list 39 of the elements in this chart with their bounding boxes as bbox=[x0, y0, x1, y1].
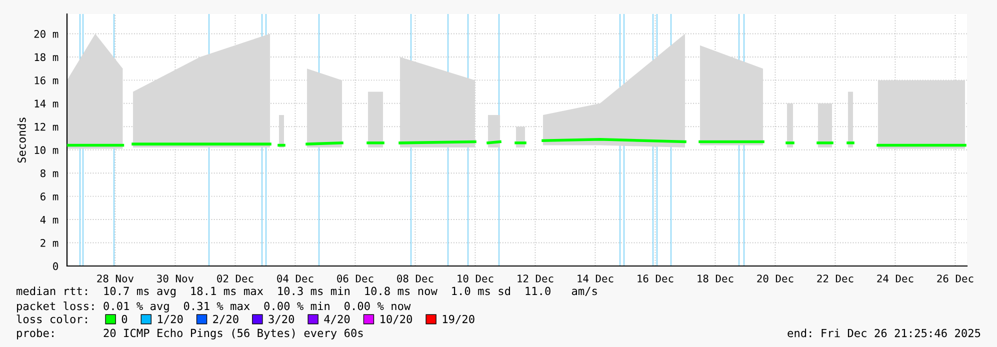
y-tick-label: 6 m bbox=[40, 192, 58, 200]
x-tick-label: 26 Dec bbox=[937, 274, 974, 282]
y-tick-label: 10 m bbox=[34, 146, 58, 154]
x-tick-label: 24 Dec bbox=[877, 274, 914, 282]
y-tick-label: 8 m bbox=[40, 169, 58, 178]
text: packet loss: 0.01 % avg 0.31 % max 0.00 % min 0.00 % now bbox=[17, 302, 411, 312]
y-tick-label: 4 m bbox=[40, 216, 58, 224]
legend-label: 4/20 bbox=[324, 314, 350, 324]
legend-label: 3/20 bbox=[268, 314, 294, 324]
x-tick-label: 22 Dec bbox=[817, 274, 854, 282]
legend-label: 2/20 bbox=[213, 314, 238, 324]
x-tick-label: 02 Dec bbox=[217, 274, 254, 282]
x-tick-label: 28 Nov bbox=[97, 274, 134, 282]
y-tick-label: 14 m bbox=[34, 100, 58, 108]
x-tick-label: 08 Dec bbox=[397, 274, 434, 282]
legend-label: 0 bbox=[122, 314, 128, 324]
y-tick-label: 18 m bbox=[34, 53, 58, 62]
text: median rtt: 10.7 ms avg 18.1 ms max 10.3 ms min 10.8 ms now 1.0 ms sd 11.0 am/s bbox=[16, 286, 597, 298]
x-tick-label: 20 Dec bbox=[757, 274, 794, 282]
text: end: Fri Dec 26 21:25:46 2025 bbox=[788, 328, 980, 338]
y-tick-label: 0 bbox=[53, 262, 58, 270]
y-tick-label: 16 m bbox=[34, 76, 58, 84]
legend-label: 10/20 bbox=[380, 314, 412, 324]
y-axis-title: Seconds bbox=[17, 118, 26, 163]
legend-title: loss color: bbox=[16, 314, 87, 324]
x-tick-label: 12 Dec bbox=[518, 274, 554, 282]
y-tick-label: 12 m bbox=[34, 122, 58, 131]
y-tick-label: 2 m bbox=[40, 239, 58, 247]
legend-label: 1/20 bbox=[158, 314, 183, 324]
x-tick-label: 06 Dec bbox=[337, 274, 374, 282]
x-tick-label: 18 Dec bbox=[698, 274, 734, 282]
x-tick-label: 14 Dec bbox=[578, 274, 614, 282]
x-tick-label: 04 Dec bbox=[277, 274, 314, 282]
y-tick-label: 20 m bbox=[34, 30, 58, 38]
legend-label: 19/20 bbox=[442, 314, 474, 324]
x-tick-label: 10 Dec bbox=[458, 274, 494, 282]
text: probe: 20 ICMP Echo Pings (56 Bytes) every 60s bbox=[17, 328, 363, 340]
x-tick-label: 16 Dec bbox=[638, 274, 674, 282]
x-tick-label: 30 Nov bbox=[157, 274, 194, 282]
